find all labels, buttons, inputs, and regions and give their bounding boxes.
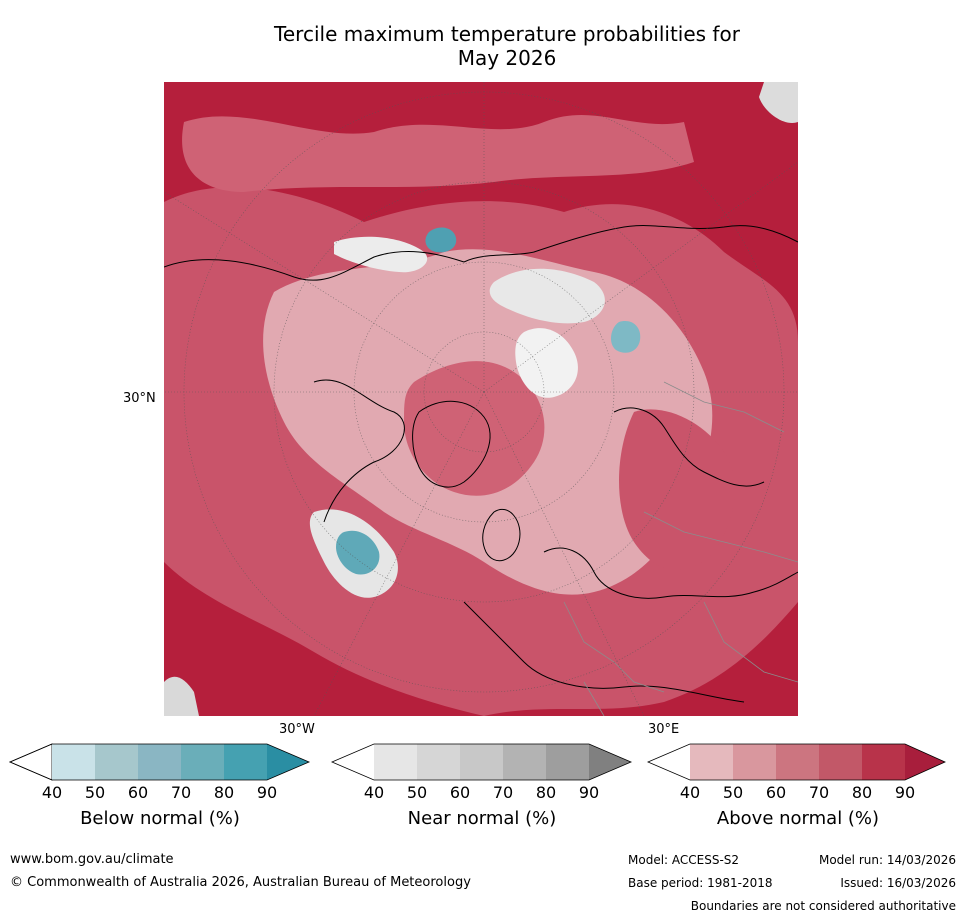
tick-label: 40 [41,783,63,802]
colorbar-above-normal-graphic [646,743,946,781]
colorbar-above-label: Above normal (%) [716,808,880,829]
colorbar-segment [460,744,503,780]
colorbar-segment [8,743,53,781]
tick-label: 40 [363,783,385,802]
base-period: Base period: 1981-2018 [628,876,773,890]
tick-label: 60 [765,783,787,802]
tick-label: 90 [578,783,600,802]
colorbar-above-normal [646,743,948,781]
colorbar-outline [8,743,311,781]
tick-label: 40 [679,783,701,802]
near-normal-alaska [334,236,428,273]
colorbar-segment [52,744,95,780]
colorbar-segment [374,744,417,780]
colorbar-below-normal [8,743,311,781]
below-normal-scandinavia [610,321,641,353]
tick-label: 80 [535,783,557,802]
colorbar-segment [267,744,309,780]
copyright-text: © Commonwealth of Australia 2026, Austra… [10,875,471,890]
tick-label: 60 [127,783,149,802]
colorbar-near-normal-graphic [330,743,633,781]
issued-date: Issued: 16/03/2026 [840,876,956,890]
longitude-label-30e: 30°E [648,722,680,737]
colorbar-below-label: Below normal (%) [80,808,240,829]
tick-label: 70 [170,783,192,802]
map-canvas [164,82,798,716]
near-normal-sw-corner [164,676,199,716]
title-line-1: Tercile maximum temperature probabilitie… [274,22,740,46]
colorbar-above-ticks: 40 50 60 70 80 90 [648,783,948,803]
below-normal-north [425,227,457,253]
colorbar-segment [776,744,819,780]
tick-label: 50 [84,783,106,802]
colorbar-outline [330,743,633,781]
colorbar-segment [95,744,138,780]
model-run-date: Model run: 14/03/2026 [818,853,956,867]
colorbar-segment [417,744,460,780]
near-normal-north [489,268,605,324]
boundary-disclaimer: Boundaries are not considered authoritat… [690,899,956,913]
above-mid-region-north [182,114,695,192]
colorbar-segment [648,744,690,780]
colorbar-segment [503,744,546,780]
colorbar-segment [138,744,181,780]
tick-label: 80 [213,783,235,802]
title-line-2: May 2026 [457,46,557,70]
colorbar-below-normal-graphic [8,743,311,781]
website-link[interactable]: www.bom.gov.au/climate [10,852,174,867]
colorbar-segment [862,744,905,780]
below-normal-atlantic [336,530,380,575]
tick-label: 50 [722,783,744,802]
near-normal-pacific-corner [759,82,798,123]
east-region [619,409,735,571]
longitude-label-30w: 30°W [279,722,315,737]
tick-label: 90 [256,783,278,802]
colorbar-segment [546,744,589,780]
colorbar-segment [332,744,374,780]
probability-map[interactable] [164,82,798,716]
colorbar-near-ticks: 40 50 60 70 80 90 [332,783,632,803]
country-borders [563,381,798,716]
greenland-region [404,361,545,496]
tick-label: 60 [449,783,471,802]
tick-label: 50 [406,783,428,802]
colorbar-segment [224,744,267,780]
tick-label: 70 [492,783,514,802]
near-normal-siberia [515,328,578,398]
colorbar-segment [589,744,631,780]
latitude-label-30n: 30°N [123,391,156,406]
map-title: Tercile maximum temperature probabilitie… [160,22,854,70]
tick-label: 70 [808,783,830,802]
colorbar-segment [905,744,945,780]
colorbar-outline [646,743,946,781]
colorbar-near-label: Near normal (%) [407,808,557,829]
tick-label: 90 [894,783,916,802]
colorbar-segment [690,744,733,780]
colorbar-segment [181,744,224,780]
tick-label: 80 [851,783,873,802]
graticule [164,82,798,716]
colorbar-near-normal [330,743,633,781]
model-name: Model: ACCESS-S2 [628,853,740,867]
colorbar-below-ticks: 40 50 60 70 80 90 [10,783,310,803]
coastlines [164,225,798,703]
colorbar-segment [819,744,862,780]
colorbar-segment [733,744,776,780]
